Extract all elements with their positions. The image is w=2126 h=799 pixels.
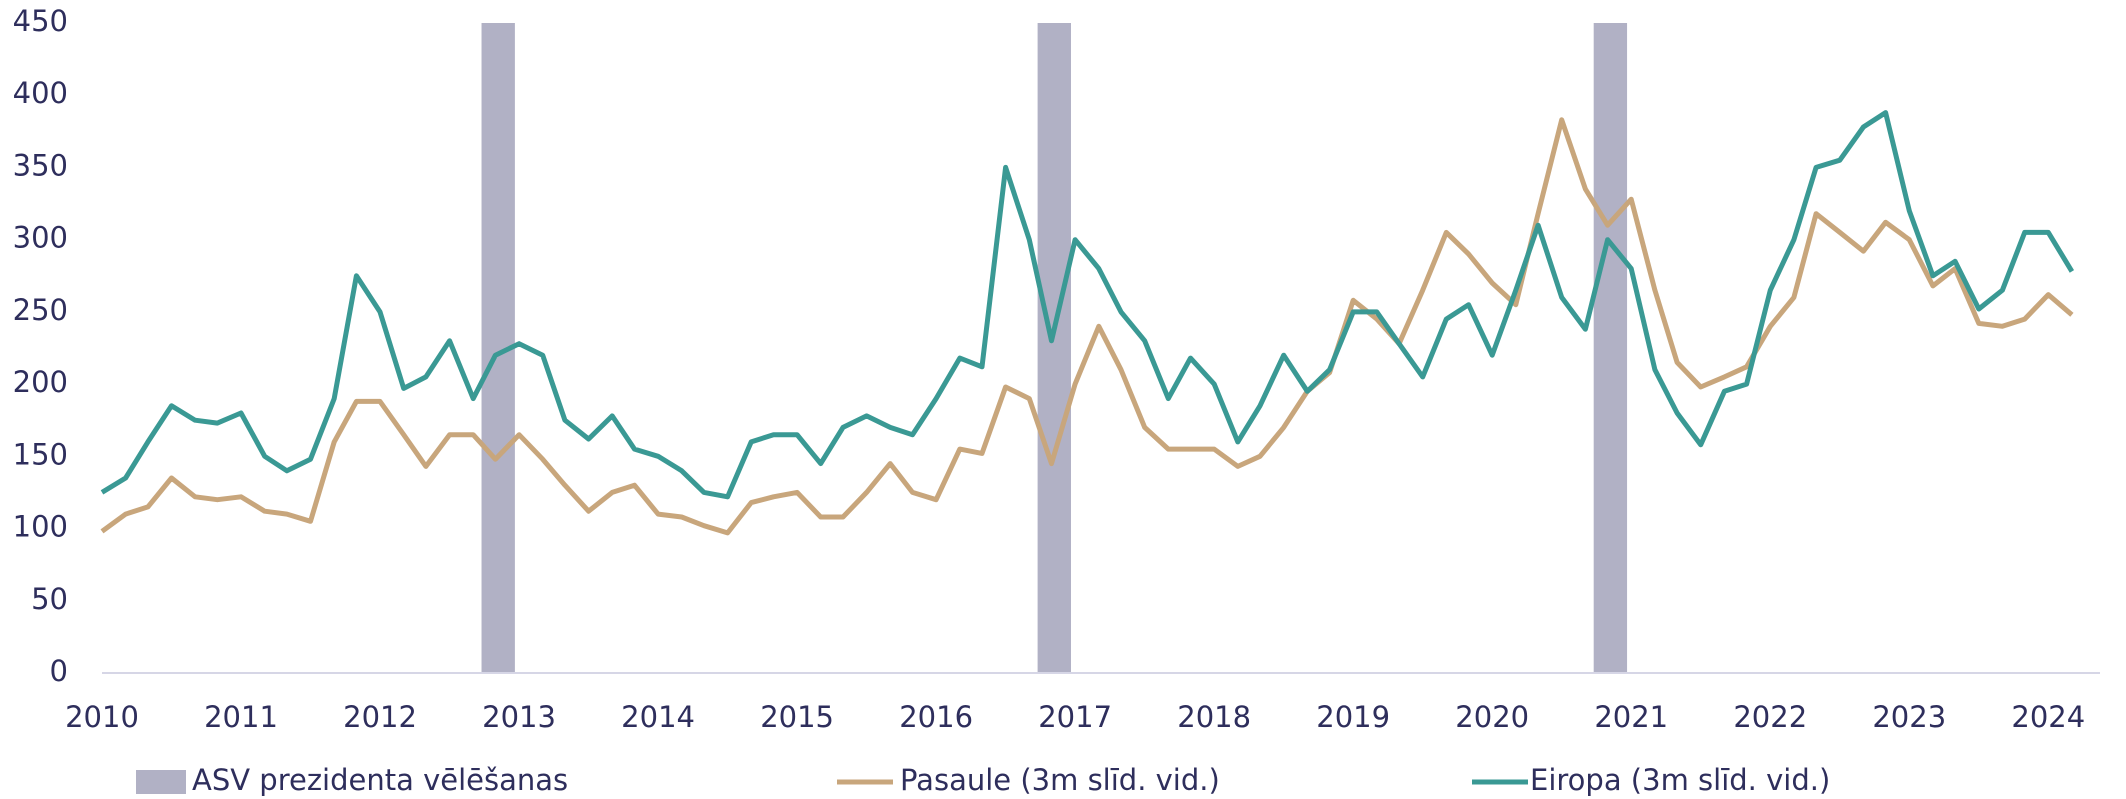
series-line	[102, 120, 2072, 533]
x-tick-label: 2011	[204, 700, 278, 734]
x-tick-label: 2014	[621, 700, 695, 734]
x-tick-label: 2013	[482, 700, 556, 734]
legend-swatch	[136, 770, 186, 794]
y-tick-label: 300	[13, 221, 68, 255]
x-tick-label: 2024	[2011, 700, 2085, 734]
chart: 0 50 100 150 200 250 300 350 400 450 2010 2011 2012 2…	[0, 0, 2126, 799]
x-tick-label: 2023	[1872, 700, 1946, 734]
legend-label: Pasaule (3m slīd. vid.)	[900, 763, 1220, 797]
series-line	[102, 113, 2072, 497]
y-tick-label: 250	[13, 293, 68, 327]
election-band	[1594, 23, 1627, 673]
legend-label: Eiropa (3m slīd. vid.)	[1530, 763, 1830, 797]
y-tick-label: 50	[31, 582, 68, 616]
y-tick-label: 150	[13, 437, 68, 471]
election-band	[1038, 23, 1071, 673]
legend-label: ASV prezidenta vēlēšanas	[192, 763, 568, 797]
x-tick-label: 2010	[65, 700, 139, 734]
x-tick-label: 2017	[1038, 700, 1112, 734]
x-tick-label: 2021	[1594, 700, 1668, 734]
x-tick-label: 2020	[1455, 700, 1529, 734]
x-tick-label: 2012	[343, 700, 417, 734]
y-tick-label: 350	[13, 148, 68, 182]
x-tick-label: 2019	[1316, 700, 1390, 734]
x-tick-label: 2022	[1733, 700, 1807, 734]
x-tick-label: 2016	[899, 700, 973, 734]
x-tick-label: 2018	[1177, 700, 1251, 734]
y-tick-label: 400	[13, 76, 68, 110]
y-tick-label: 200	[13, 365, 68, 399]
y-tick-label: 0	[50, 654, 68, 688]
y-tick-label: 450	[13, 4, 68, 38]
y-tick-label: 100	[13, 510, 68, 544]
x-tick-label: 2015	[760, 700, 834, 734]
